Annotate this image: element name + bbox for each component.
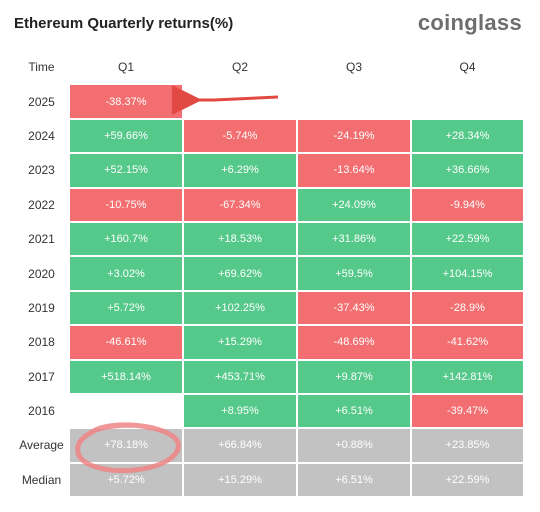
value-cell: -28.9%: [412, 291, 523, 325]
value-cell: -37.43%: [298, 291, 410, 325]
brand-logo: coinglass: [417, 10, 522, 35]
value-cell: -39.47%: [412, 394, 523, 428]
row-label: 2019: [28, 300, 55, 315]
value-cell: [298, 85, 410, 117]
value-cell: +24.09%: [298, 188, 410, 221]
header-time: Time: [28, 60, 55, 75]
year-row-2022: 2022 -10.75% -67.34% +24.09% -9.94%: [14, 188, 524, 222]
value-cell: +5.72%: [70, 463, 182, 497]
year-row-2025: 2025 -38.37%: [14, 84, 524, 118]
row-label: Average: [19, 438, 64, 453]
value-cell: +160.7%: [70, 222, 182, 256]
stat-row-average: Average +78.18% +66.84% +0.88% +23.85%: [14, 428, 524, 462]
row-label: 2023: [28, 163, 55, 178]
value-cell: +59.5%: [298, 257, 410, 290]
value-cell: +6.51%: [298, 394, 410, 428]
row-label: 2022: [28, 197, 55, 212]
row-label: 2016: [28, 404, 55, 419]
row-label: 2024: [28, 128, 55, 143]
value-cell: +23.85%: [412, 429, 523, 462]
year-row-2017: 2017 +518.14% +453.71% +9.87% +142.81%: [14, 360, 524, 394]
value-cell: +102.25%: [184, 291, 296, 325]
row-label: 2017: [28, 369, 55, 384]
value-cell: [184, 85, 296, 117]
value-cell: [70, 395, 182, 427]
header-q3: Q3: [345, 60, 362, 75]
year-row-2021: 2021 +160.7% +18.53% +31.86% +22.59%: [14, 222, 524, 256]
row-label: 2025: [28, 94, 55, 109]
value-cell: +69.62%: [184, 257, 296, 290]
year-row-2024: 2024 +59.66% -5.74% -24.19% +28.34%: [14, 119, 524, 153]
value-cell: +9.87%: [298, 360, 410, 393]
value-cell: [412, 85, 523, 117]
value-cell: +104.15%: [412, 257, 523, 290]
chart-title: Ethereum Quarterly returns(%): [14, 15, 234, 32]
value-cell: +3.02%: [70, 257, 182, 290]
value-cell: +22.59%: [412, 463, 523, 497]
row-label: 2021: [28, 232, 55, 247]
value-cell: +59.66%: [70, 119, 182, 153]
value-cell: -67.34%: [184, 188, 296, 221]
value-cell: +36.66%: [412, 154, 523, 187]
row-label: 2020: [28, 266, 55, 281]
value-cell: +28.34%: [412, 119, 523, 153]
year-row-2020: 2020 +3.02% +69.62% +59.5% +104.15%: [14, 256, 524, 290]
value-cell: +0.88%: [298, 429, 410, 462]
value-cell: +66.84%: [184, 429, 296, 462]
value-cell: +78.18%: [70, 429, 182, 462]
value-cell: +8.95%: [184, 394, 296, 428]
header-q4: Q4: [459, 60, 476, 75]
value-cell: -38.37%: [70, 85, 182, 118]
row-label: 2018: [28, 335, 55, 350]
value-cell: -24.19%: [298, 119, 410, 153]
value-cell: +518.14%: [70, 360, 182, 393]
year-row-2023: 2023 +52.15% +6.29% -13.64% +36.66%: [14, 153, 524, 187]
value-cell: +18.53%: [184, 222, 296, 256]
stat-row-median: Median +5.72% +15.29% +6.51% +22.59%: [14, 463, 524, 497]
value-cell: +6.51%: [298, 463, 410, 497]
value-cell: +6.29%: [184, 154, 296, 187]
header-q2: Q2: [231, 60, 248, 75]
value-cell: -48.69%: [298, 326, 410, 359]
value-cell: -9.94%: [412, 188, 523, 221]
value-cell: +31.86%: [298, 222, 410, 256]
value-cell: +5.72%: [70, 291, 182, 325]
value-cell: +22.59%: [412, 222, 523, 256]
year-row-2018: 2018 -46.61% +15.29% -48.69% -41.62%: [14, 325, 524, 359]
value-cell: +15.29%: [184, 326, 296, 359]
year-row-2019: 2019 +5.72% +102.25% -37.43% -28.9%: [14, 291, 524, 325]
year-row-2016: 2016 +8.95% +6.51% -39.47%: [14, 394, 524, 428]
value-cell: -46.61%: [70, 326, 182, 359]
value-cell: -41.62%: [412, 326, 523, 359]
value-cell: +142.81%: [412, 360, 523, 393]
value-cell: -10.75%: [70, 188, 182, 221]
value-cell: -5.74%: [184, 119, 296, 153]
header-q1: Q1: [117, 60, 134, 75]
header-row: Time Q1 Q2 Q3 Q4: [14, 50, 524, 84]
value-cell: -13.64%: [298, 154, 410, 187]
value-cell: +52.15%: [70, 154, 182, 187]
row-label: Median: [21, 472, 62, 487]
value-cell: +453.71%: [184, 360, 296, 393]
returns-table: Time Q1 Q2 Q3 Q4 2025 -38.37% 2024 +59.66% -5.74%…: [14, 50, 524, 497]
value-cell: +15.29%: [184, 463, 296, 497]
